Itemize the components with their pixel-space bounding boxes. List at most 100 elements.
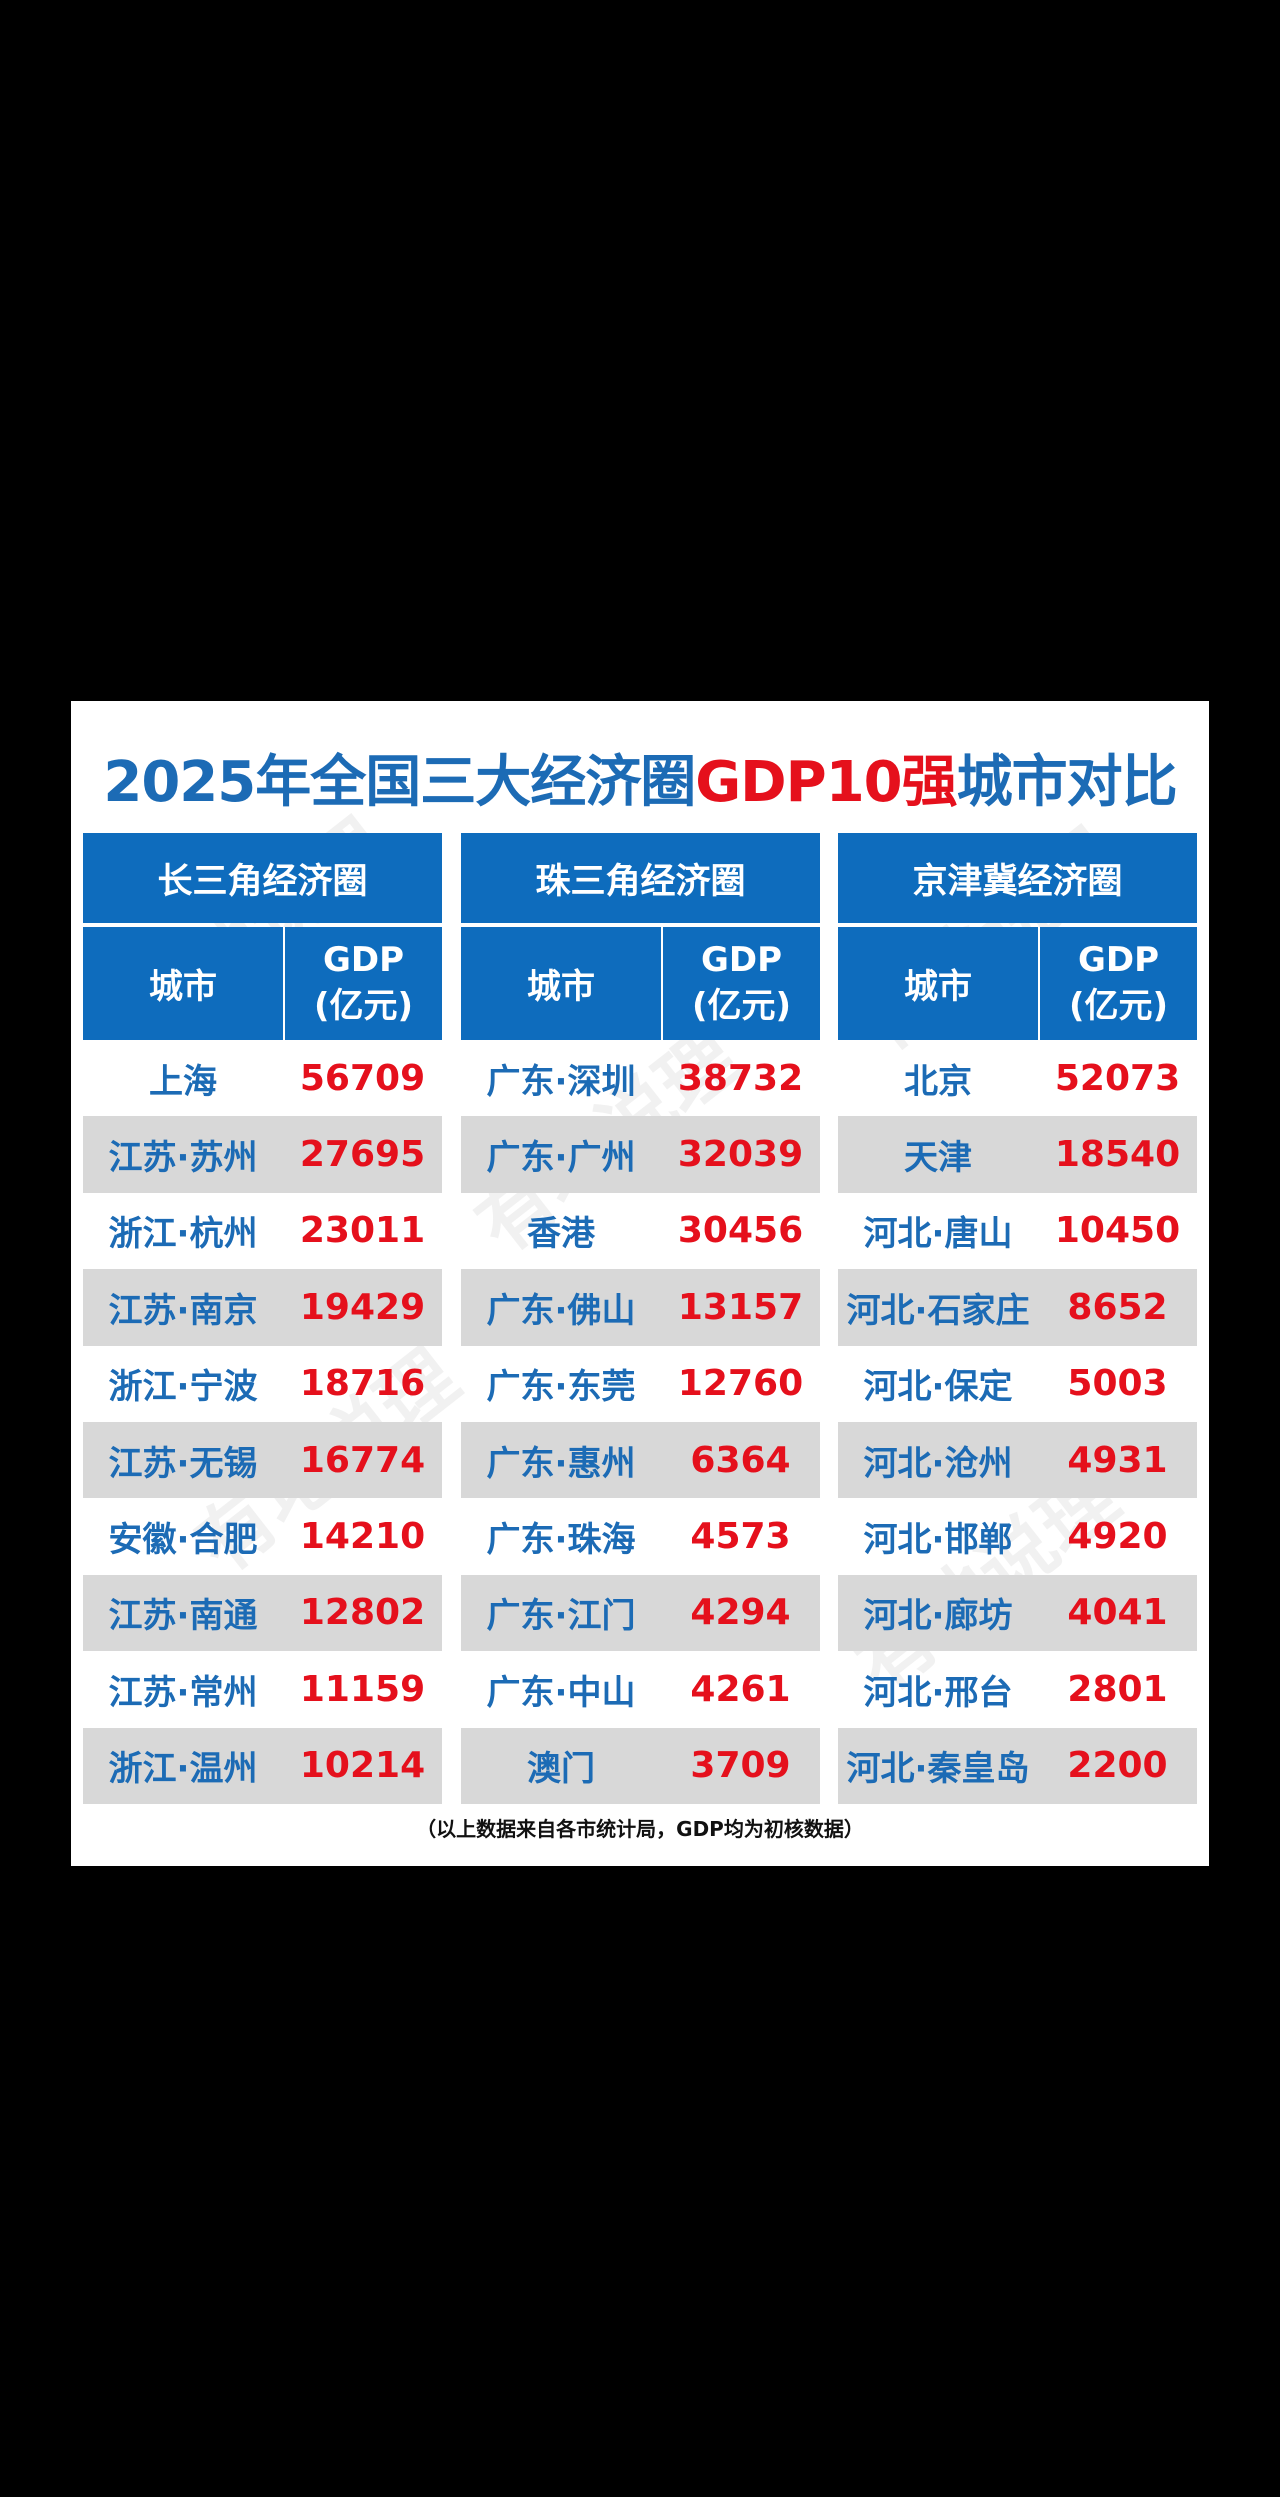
gdp-value: 5003: [1067, 1363, 1168, 1405]
gdp-value: 4261: [690, 1668, 791, 1710]
city-name: 河北·邯郸: [863, 1520, 1013, 1561]
table-row: 河北·邯郸 4920: [838, 1498, 1197, 1574]
city-name: 江苏·苏州: [108, 1138, 258, 1179]
city-name: 广东·江门: [486, 1596, 636, 1637]
region-header: 京津冀经济圈: [838, 833, 1197, 923]
gdp-value: 38732: [677, 1057, 804, 1099]
data-source-note: （以上数据来自各市统计局，GDP均为初核数据）: [416, 1817, 864, 1841]
region-table: 长三角经济圈 城市 GDP (亿元) 上海 56709 江苏·苏州 27695 浙江·杭…: [83, 833, 442, 1804]
gdp-value: 11159: [299, 1668, 426, 1710]
gdp-value: 18540: [1054, 1134, 1181, 1176]
table-row: 广东·江门 4294: [461, 1574, 820, 1652]
column-header-gdp: GDP (亿元): [1040, 927, 1197, 1040]
gdp-value: 2801: [1067, 1668, 1168, 1710]
column-header-gdp-unit: (亿元): [313, 985, 414, 1026]
gdp-value: 4294: [690, 1592, 791, 1634]
city-name: 安徽·合肥: [108, 1520, 258, 1561]
gdp-value: 32039: [677, 1134, 804, 1176]
region-header: 长三角经济圈: [83, 833, 442, 923]
region-header: 珠三角经济圈: [461, 833, 820, 923]
city-name: 广东·深圳: [486, 1061, 636, 1102]
city-name: 广东·惠州: [486, 1443, 636, 1484]
city-name: 江苏·无锡: [108, 1443, 258, 1484]
gdp-value: 4041: [1067, 1592, 1168, 1634]
table-row: 广东·惠州 6364: [461, 1421, 820, 1499]
table-row: 天津 18540: [838, 1116, 1197, 1193]
table-row: 广东·深圳 38732: [461, 1040, 820, 1116]
city-name: 河北·邢台: [863, 1672, 1013, 1713]
table-row: 河北·石家庄 8652: [838, 1269, 1197, 1346]
region-rows: 北京 52073 天津 18540 河北·唐山 10450 河北·石家庄 8652 河北·保定 5…: [838, 1040, 1197, 1804]
column-header-gdp-unit: (亿元): [1068, 985, 1169, 1026]
title-suffix: 城市对比: [956, 750, 1178, 815]
table-row: 河北·廊坊 4041: [838, 1574, 1197, 1652]
gdp-value: 27695: [299, 1134, 426, 1176]
city-name: 河北·石家庄: [846, 1290, 1030, 1331]
gdp-value: 23011: [299, 1210, 426, 1252]
column-header-gdp-unit: (亿元): [691, 985, 792, 1026]
city-name: 江苏·南京: [108, 1290, 258, 1331]
table-row: 广东·东莞 12760: [461, 1346, 820, 1422]
column-header-gdp-label: GDP: [1077, 939, 1160, 980]
city-name: 天津: [904, 1138, 972, 1179]
page-title: 2025年全国三大经济圈GDP10强城市对比: [71, 737, 1209, 818]
region-rows: 广东·深圳 38732 广东·广州 32039 香港 30456 广东·佛山 13157 广东·…: [461, 1040, 820, 1804]
column-header-row: 城市 GDP (亿元): [838, 927, 1197, 1040]
gdp-value: 16774: [299, 1439, 426, 1481]
table-row: 浙江·杭州 23011: [83, 1193, 442, 1269]
table-row: 广东·珠海 4573: [461, 1498, 820, 1574]
table-row: 江苏·南京 19429: [83, 1269, 442, 1346]
gdp-value: 30456: [677, 1210, 804, 1252]
city-name: 广东·佛山: [486, 1290, 636, 1331]
city-name: 浙江·杭州: [108, 1214, 258, 1255]
region-rows: 上海 56709 江苏·苏州 27695 浙江·杭州 23011 江苏·南京 19429 浙江·…: [83, 1040, 442, 1804]
city-name: 河北·沧州: [863, 1443, 1013, 1484]
column-header-row: 城市 GDP (亿元): [83, 927, 442, 1040]
gdp-value: 3709: [690, 1745, 791, 1787]
table-row: 江苏·苏州 27695: [83, 1116, 442, 1193]
table-row: 安徽·合肥 14210: [83, 1498, 442, 1574]
city-name: 浙江·温州: [108, 1749, 258, 1790]
gdp-value: 18716: [299, 1363, 426, 1405]
gdp-value: 4920: [1067, 1516, 1168, 1558]
gdp-value: 4931: [1067, 1439, 1168, 1481]
table-row: 河北·秦皇岛 2200: [838, 1727, 1197, 1804]
gdp-value: 52073: [1054, 1057, 1181, 1099]
table-row: 北京 52073: [838, 1040, 1197, 1116]
title-highlight: GDP10强: [695, 750, 957, 815]
column-header-row: 城市 GDP (亿元): [461, 927, 820, 1040]
column-header-city: 城市: [838, 927, 1040, 1040]
city-name: 澳门: [527, 1749, 595, 1790]
column-header-city: 城市: [461, 927, 663, 1040]
city-name: 广东·珠海: [486, 1520, 636, 1561]
table-row: 河北·保定 5003: [838, 1346, 1197, 1422]
gdp-value: 10450: [1054, 1210, 1181, 1252]
gdp-value: 56709: [299, 1057, 426, 1099]
table-row: 河北·邢台 2801: [838, 1651, 1197, 1727]
column-header-gdp: GDP (亿元): [285, 927, 442, 1040]
gdp-value: 12760: [677, 1363, 804, 1405]
table-row: 浙江·温州 10214: [83, 1727, 442, 1804]
gdp-value: 19429: [299, 1286, 426, 1328]
region-table: 京津冀经济圈 城市 GDP (亿元) 北京 52073 天津 18540 河北·唐山 10…: [838, 833, 1197, 1804]
city-name: 广东·东莞: [486, 1367, 636, 1408]
city-name: 上海: [149, 1061, 217, 1102]
city-name: 浙江·宁波: [108, 1367, 258, 1408]
gdp-value: 10214: [299, 1745, 426, 1787]
title-prefix: 2025年全国三大经济圈: [103, 750, 696, 815]
city-name: 广东·中山: [486, 1672, 636, 1713]
table-row: 江苏·南通 12802: [83, 1574, 442, 1652]
gdp-value: 4573: [690, 1516, 791, 1558]
city-name: 河北·廊坊: [863, 1596, 1013, 1637]
column-header-gdp-label: GDP: [700, 939, 783, 980]
city-name: 河北·秦皇岛: [846, 1749, 1030, 1790]
gdp-value: 12802: [299, 1592, 426, 1634]
table-row: 广东·中山 4261: [461, 1651, 820, 1727]
city-name: 广东·广州: [486, 1138, 636, 1179]
gdp-comparison-card: 有地说理 有地说理 有地说理 有地说理 有地说理 2025年全国三大经济圈GDP…: [71, 701, 1209, 1866]
table-row: 河北·沧州 4931: [838, 1421, 1197, 1499]
gdp-value: 6364: [690, 1439, 791, 1481]
city-name: 河北·唐山: [863, 1214, 1013, 1255]
table-row: 澳门 3709: [461, 1727, 820, 1804]
table-row: 上海 56709: [83, 1040, 442, 1116]
